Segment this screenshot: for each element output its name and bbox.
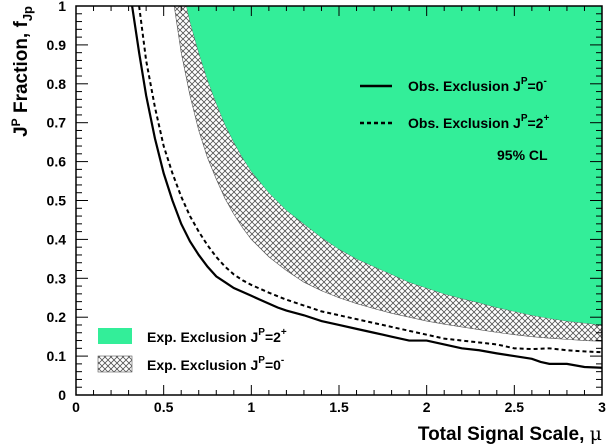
legend-exp-2plus-label: Exp. Exclusion JP=2+	[147, 327, 287, 345]
legend-exp-0minus-label: Exp. Exclusion JP=0-	[147, 355, 284, 373]
y-tick-label: 0.5	[47, 193, 67, 209]
legend-obs-2plus-label: Obs. Exclusion JP=2+	[408, 113, 549, 131]
legend-bottom-left: Exp. Exclusion JP=2+ Exp. Exclusion JP=0…	[97, 327, 287, 373]
x-tick-label: 2.5	[505, 399, 525, 415]
series-exp-2plus-region	[186, 6, 602, 325]
y-tick-label: 0.4	[47, 231, 67, 247]
y-tick-label: 0	[58, 387, 66, 403]
y-axis-title: JP Fraction, fJp	[9, 6, 35, 137]
x-tick-label: 0	[72, 399, 80, 415]
y-tick-label: 0.7	[47, 115, 67, 131]
y-tick-label: 0.9	[47, 37, 67, 53]
y-tick-label: 0.8	[47, 76, 67, 92]
cl-annotation: 95% CL	[497, 147, 548, 163]
x-tick-label: 3	[598, 399, 606, 415]
y-tick-label: 0.2	[47, 309, 67, 325]
plot-area	[131, 6, 602, 369]
legend-exp-0minus-symbol	[97, 355, 133, 373]
x-tick-label: 1	[247, 399, 255, 415]
x-axis-title: Total Signal Scale, μ	[418, 423, 602, 445]
x-tick-label: 2	[423, 399, 431, 415]
y-tick-label: 0.1	[47, 348, 67, 364]
legend-obs-0minus-label: Obs. Exclusion JP=0-	[408, 76, 547, 94]
x-tick-label: 1.5	[329, 399, 349, 415]
legend-exp-2plus-symbol	[98, 328, 132, 344]
y-tick-label: 0.6	[47, 154, 67, 170]
series-obs-2plus-line	[138, 6, 602, 354]
x-tick-label: 0.5	[154, 399, 174, 415]
legend-top-right: Obs. Exclusion JP=0- Obs. Exclusion JP=2…	[360, 76, 549, 163]
axes: 0 0.5 1 1.5 2 2.5 3 0 0.1 0.2 0.3 0.4 0.5 0.6 0.7 0.8 0.…	[47, 0, 607, 415]
y-tick-label: 0.3	[47, 270, 67, 286]
y-tick-label: 1	[58, 0, 66, 14]
series-obs-0minus-line	[131, 6, 602, 369]
